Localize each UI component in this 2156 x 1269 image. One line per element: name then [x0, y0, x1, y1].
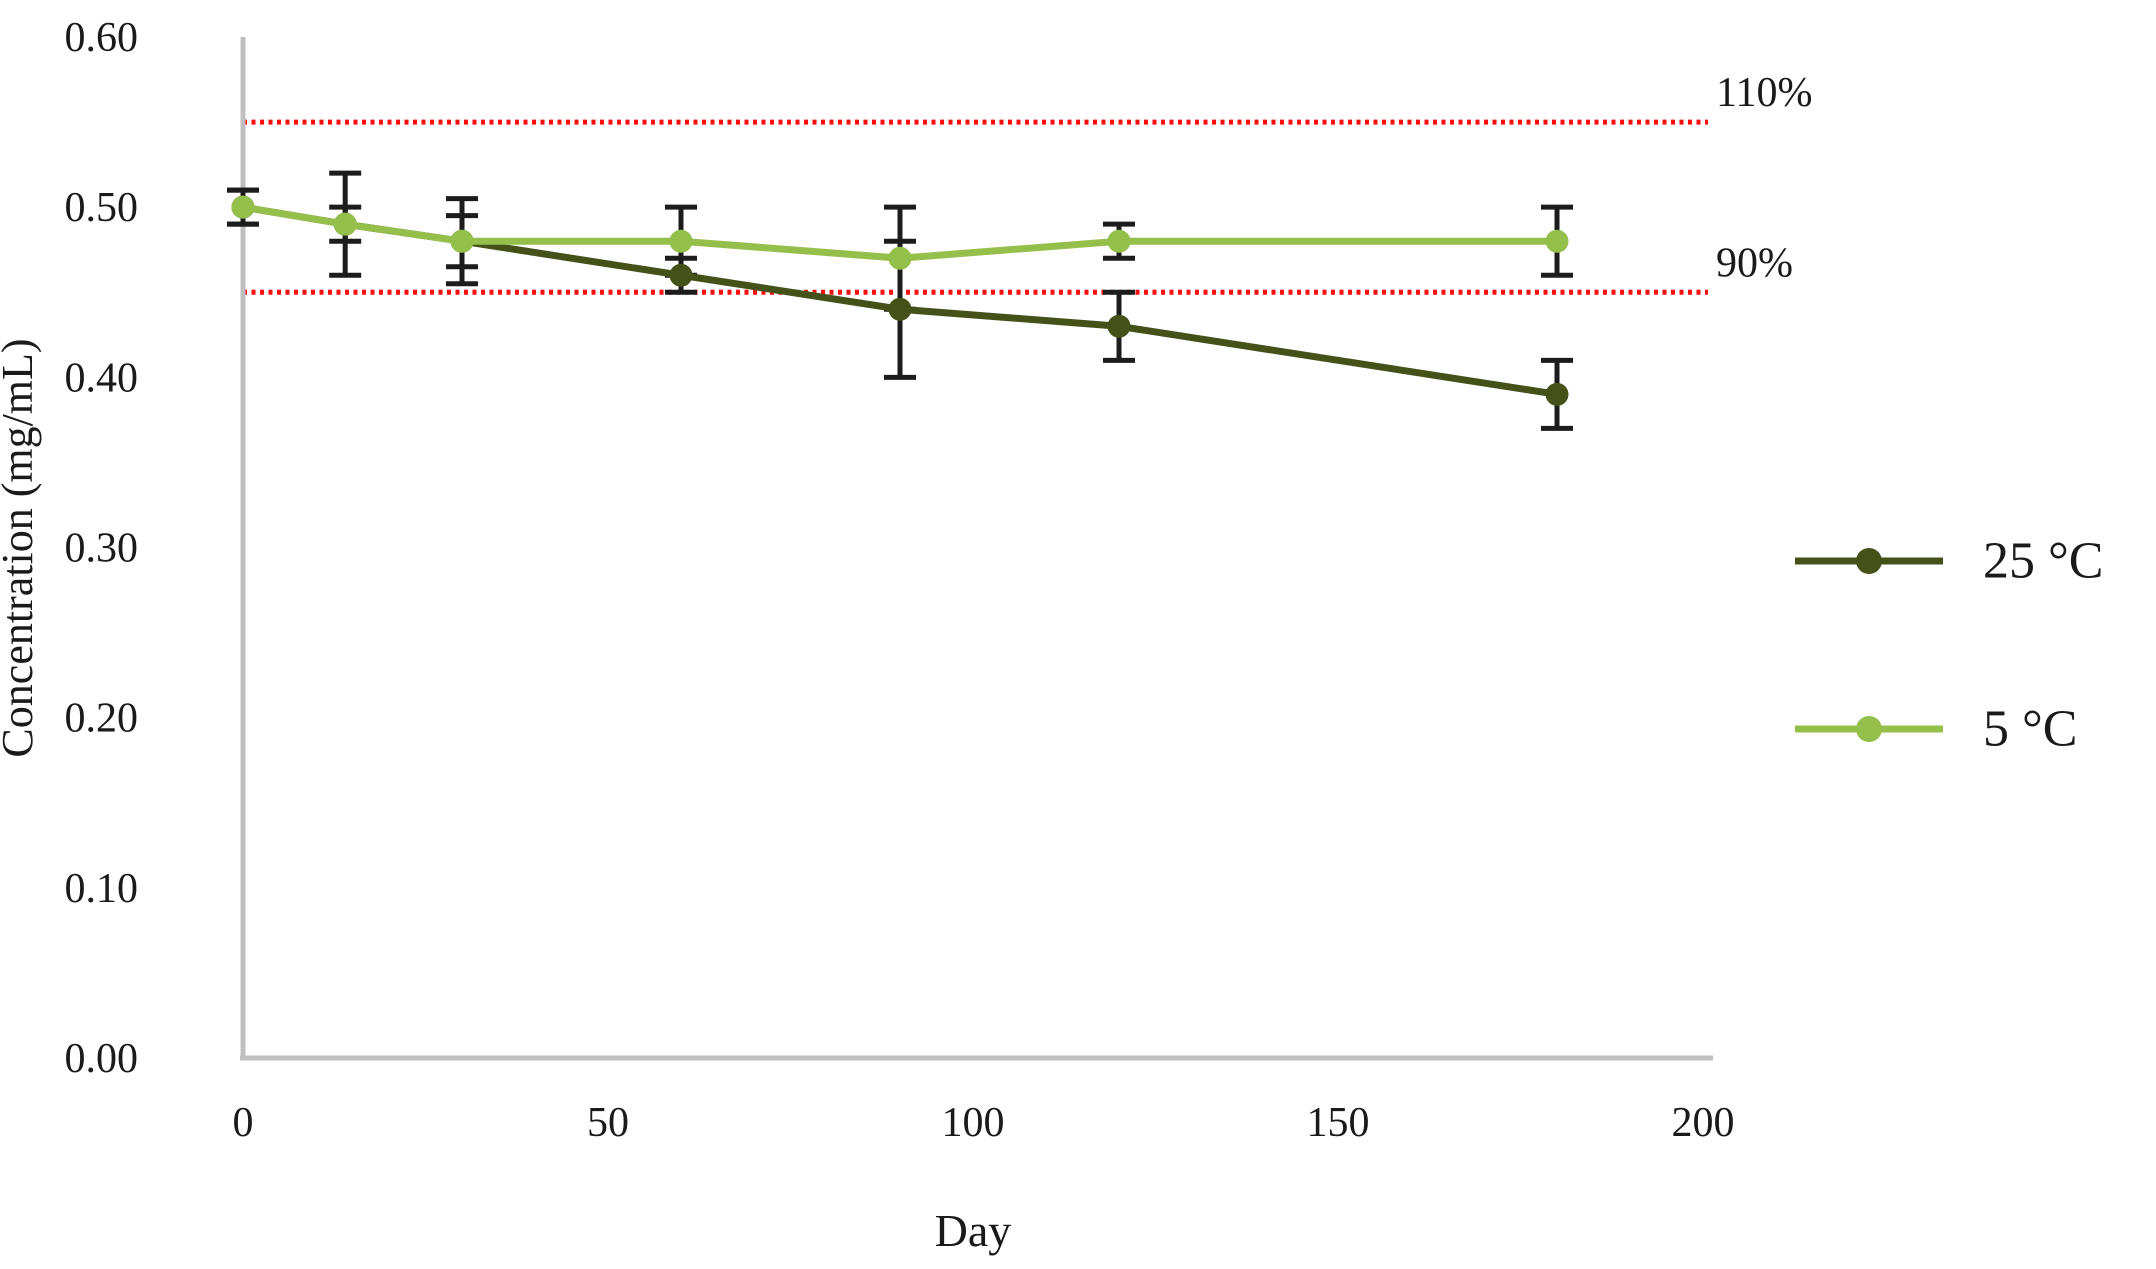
data-point-marker [1545, 382, 1569, 406]
legend-entry: 5 °C [1795, 701, 2077, 758]
legend-entry: 25 °C [1795, 533, 2103, 590]
y-tick-label: 0.40 [65, 355, 139, 401]
data-point-marker [1107, 229, 1131, 253]
x-axis-tick-labels: 0 50 100 150 200 [233, 1100, 1735, 1146]
x-axis-title: Day [935, 1205, 1012, 1256]
x-tick-label: 150 [1307, 1100, 1370, 1146]
axes [240, 37, 1713, 1061]
data-point-marker [1545, 229, 1569, 253]
legend-swatch-marker [1856, 548, 1882, 574]
y-tick-label: 0.00 [65, 1036, 139, 1082]
axis-titles: Day Concentration (mg/mL) [0, 338, 1011, 1256]
y-tick-label: 0.50 [65, 185, 139, 231]
series-5°C [231, 195, 1569, 270]
data-point-marker [669, 229, 693, 253]
x-tick-label: 50 [587, 1100, 629, 1146]
x-tick-label: 200 [1672, 1100, 1735, 1146]
legend-label: 25 °C [1983, 533, 2103, 590]
data-point-marker [1107, 314, 1131, 338]
y-tick-label: 0.20 [65, 696, 139, 742]
data-point-marker [231, 195, 255, 219]
y-tick-label: 0.30 [65, 526, 139, 572]
reference-line-label: 110% [1716, 70, 1812, 116]
y-tick-label: 0.10 [65, 866, 139, 912]
x-tick-label: 0 [233, 1100, 254, 1146]
data-point-marker [888, 246, 912, 270]
reference-lines: 110% 90% [243, 70, 1812, 295]
y-axis-title: Concentration (mg/mL) [0, 338, 42, 757]
legend-swatch-marker [1856, 716, 1882, 742]
legend: 25 °C 5 °C [1795, 533, 2103, 758]
reference-line-label: 90% [1716, 240, 1793, 286]
data-point-marker [888, 297, 912, 321]
legend-label: 5 °C [1983, 701, 2077, 758]
x-tick-label: 100 [942, 1100, 1005, 1146]
y-tick-label: 0.60 [65, 15, 139, 61]
data-point-marker [669, 263, 693, 287]
y-axis-tick-labels: 0.00 0.10 0.20 0.30 0.40 0.50 0.60 [65, 15, 139, 1082]
data-point-marker [333, 212, 357, 236]
data-point-marker [450, 229, 474, 253]
